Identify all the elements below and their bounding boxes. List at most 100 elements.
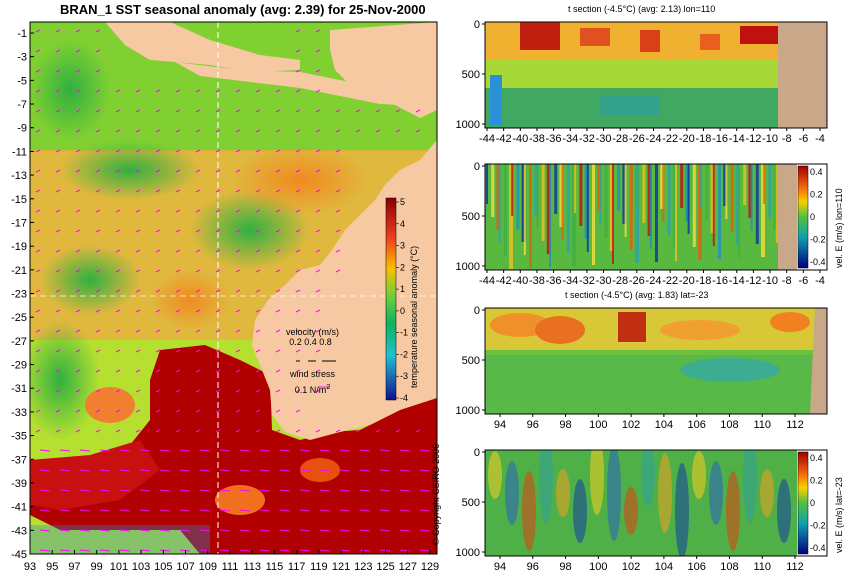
wind-arrow (275, 369, 281, 373)
wind-arrow (295, 69, 301, 73)
wind-arrow (135, 209, 141, 213)
wind-arrow (155, 369, 161, 373)
wind-arrow (295, 209, 301, 213)
panel-0-title: t section (-4.5°C) (avg: 2.13) lon=110 (568, 4, 716, 14)
wind-arrow (239, 529, 251, 532)
section-tick-label: -14 (729, 133, 745, 145)
section-tick-label: -42 (496, 275, 512, 287)
wind-arrow (139, 529, 151, 532)
wind-arrow (175, 229, 181, 233)
wind-arrow (295, 149, 301, 153)
wind-arrow (55, 149, 61, 153)
wind-arrow (235, 169, 241, 173)
velocity-colorbar-tick-label: 0.2 (810, 190, 823, 200)
wind-arrow (415, 109, 421, 113)
wind-arrow (175, 249, 181, 253)
wind-arrow (115, 329, 121, 333)
wind-arrow (215, 429, 221, 433)
panel-2-title: t section (-4.5°C) (avg: 1.83) lat=-23 (565, 290, 709, 300)
wind-arrow (315, 289, 321, 293)
indonesia-land (105, 22, 300, 72)
wind-arrow (59, 549, 71, 552)
wind-arrow (279, 469, 291, 472)
wind-arrow (55, 69, 61, 73)
section-tick-label: 110 (753, 561, 771, 573)
section-tick-label: -4 (815, 275, 825, 287)
section-tick-label: 104 (655, 419, 673, 431)
wind-arrow (275, 389, 281, 393)
wind-arrow (379, 489, 391, 492)
wind-arrow (175, 149, 181, 153)
wind-arrow (159, 509, 171, 512)
wind-arrow (315, 369, 321, 373)
colorbar-tick-label: 0 (400, 306, 405, 316)
wind-arrow (179, 489, 191, 492)
section-tick-label: -10 (762, 275, 778, 287)
wind-arrow (259, 449, 271, 452)
wind-arrow (275, 329, 281, 333)
wind-arrow (95, 269, 101, 273)
wind-arrow (39, 449, 51, 452)
wind-arrow (315, 349, 321, 353)
wind-arrow (135, 169, 141, 173)
wind-arrow (55, 89, 61, 93)
lat-tick-label: -13 (11, 170, 27, 182)
lon-tick-label: 105 (154, 561, 172, 573)
wind-arrow (315, 89, 321, 93)
wind-arrow (315, 249, 321, 253)
wind-arrow (255, 349, 261, 353)
section-tick-label: -34 (562, 275, 578, 287)
wind-arrow (99, 549, 111, 552)
velocity-colorbar-tick-label: 0.4 (810, 453, 823, 463)
wind-arrow (95, 29, 101, 33)
wind-arrow (55, 349, 61, 353)
wind-arrow (75, 29, 81, 33)
wind-arrow (339, 489, 351, 492)
wind-arrow (295, 329, 301, 333)
wind-arrow (399, 469, 411, 472)
section-tick-label: -12 (745, 133, 761, 145)
wind-arrow (35, 109, 41, 113)
wind-arrow (195, 409, 201, 413)
temperature-colorbar-ticks: 5 4 3 2 1 0 -1 -2 -3 -4 (396, 197, 408, 403)
wind-arrow (35, 389, 41, 393)
lat-tick-label: -31 (11, 383, 27, 395)
wind-arrow (335, 229, 341, 233)
colorbar-tick-label: 4 (400, 219, 405, 229)
wind-arrow (215, 309, 221, 313)
wind-arrow (299, 489, 311, 492)
wind-arrow (275, 309, 281, 313)
wind-arrow (415, 429, 421, 433)
wind-arrow (135, 109, 141, 113)
section-tick-label: -6 (798, 275, 808, 287)
wind-arrow (55, 49, 61, 53)
panel-3-colorbar-label: vel. E (m/s) lat=-23 (834, 477, 844, 553)
vel-e-lon110-panel (484, 163, 828, 271)
wind-arrow (75, 349, 81, 353)
wind-arrow (215, 149, 221, 153)
wind-arrow (139, 449, 151, 452)
lat-tick-label: -35 (11, 431, 27, 443)
wind-arrow (35, 49, 41, 53)
wind-arrow (235, 289, 241, 293)
wind-arrow (219, 449, 231, 452)
wind-arrow (339, 509, 351, 512)
section-tick-label: 106 (687, 561, 705, 573)
wind-arrow (55, 269, 61, 273)
wind-arrow (195, 169, 201, 173)
velocity-colorbar-tick-label: -0.2 (810, 235, 826, 245)
wind-arrow (35, 349, 41, 353)
section-tick-label: 102 (622, 561, 640, 573)
wind-arrow (195, 189, 201, 193)
wind-arrow (315, 49, 321, 53)
wind-arrow (35, 89, 41, 93)
wind-arrow (259, 469, 271, 472)
lat-tick-label: -29 (11, 360, 27, 372)
section-tick-label: -28 (612, 275, 628, 287)
wind-arrow (95, 249, 101, 253)
wind-arrow (35, 69, 41, 73)
wind-arrow (235, 369, 241, 373)
wind-arrow (395, 109, 401, 113)
copyright-notice: © Copyright CSIRO 2006 (431, 443, 441, 545)
lon-tick-label: 109 (199, 561, 217, 573)
